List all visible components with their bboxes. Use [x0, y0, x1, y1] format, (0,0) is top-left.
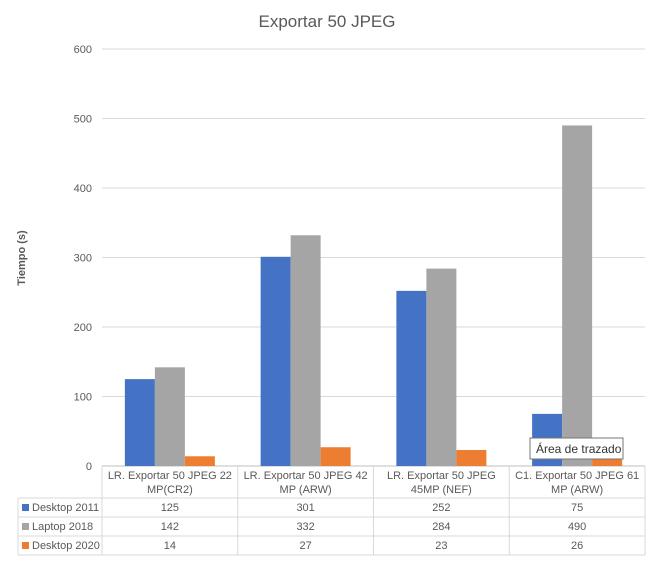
- bar[interactable]: [154, 367, 185, 466]
- data-table: LR. Exportar 50 JPEG 22 MP(CR2) LR. Export…: [17, 466, 646, 556]
- legend-swatch: [22, 542, 29, 549]
- plot-area-tooltip: Área de trazado: [529, 437, 624, 460]
- legend-swatch: [22, 523, 29, 530]
- bars: [124, 125, 623, 466]
- table-cell: 14: [164, 540, 176, 552]
- table-cell: 284: [432, 521, 450, 533]
- y-tick-label: 400: [74, 183, 92, 195]
- legend-swatch: [22, 504, 29, 511]
- bar[interactable]: [184, 456, 215, 466]
- category-label: C1. Exportar 50 JPEG 61: [515, 470, 639, 482]
- bar[interactable]: [456, 450, 487, 466]
- category-label: MP (ARW): [280, 484, 332, 496]
- table-cell: 490: [568, 521, 586, 533]
- category-label: 45MP (NEF): [411, 484, 472, 496]
- tooltip-box: [529, 437, 624, 460]
- table-cell: 332: [296, 521, 314, 533]
- bar[interactable]: [426, 268, 457, 466]
- bar[interactable]: [290, 235, 321, 466]
- gridlines: [102, 48, 645, 467]
- y-axis-ticks: 0 100 200 300 400 500 600: [74, 44, 92, 473]
- table-cell: 252: [432, 502, 450, 514]
- bar[interactable]: [260, 256, 291, 466]
- chart-title: Exportar 50 JPEG: [258, 12, 395, 31]
- category-label: MP(CR2): [147, 484, 193, 496]
- category-label: LR. Exportar 50 JPEG 42: [244, 470, 368, 482]
- y-tick-label: 200: [74, 322, 92, 334]
- bar[interactable]: [396, 290, 427, 466]
- bar[interactable]: [124, 379, 155, 466]
- table-cell: 142: [161, 521, 179, 533]
- tooltip-text: Área de trazado: [536, 441, 622, 456]
- y-tick-label: 0: [86, 461, 92, 473]
- category-label: LR. Exportar 50 JPEG: [387, 470, 496, 482]
- y-axis-label: Tiempo (s): [16, 230, 28, 286]
- table-cell: 26: [571, 540, 583, 552]
- table-cell: 27: [300, 540, 312, 552]
- y-tick-label: 500: [74, 114, 92, 126]
- table-cell: 23: [435, 540, 447, 552]
- table-cell: 75: [571, 502, 583, 514]
- y-tick-label: 600: [74, 44, 92, 56]
- table-cell: 301: [296, 502, 314, 514]
- bar[interactable]: [320, 447, 351, 466]
- category-label: MP (ARW): [551, 484, 603, 496]
- legend-entry: Desktop 2011: [32, 502, 99, 514]
- table-cell: 125: [161, 502, 179, 514]
- bar[interactable]: [562, 125, 593, 466]
- category-label: LR. Exportar 50 JPEG 22: [108, 470, 232, 482]
- legend-entry: Desktop 2020: [32, 540, 100, 552]
- y-tick-label: 100: [74, 392, 92, 404]
- legend-entry: Laptop 2018: [32, 521, 93, 533]
- y-tick-label: 300: [74, 253, 92, 265]
